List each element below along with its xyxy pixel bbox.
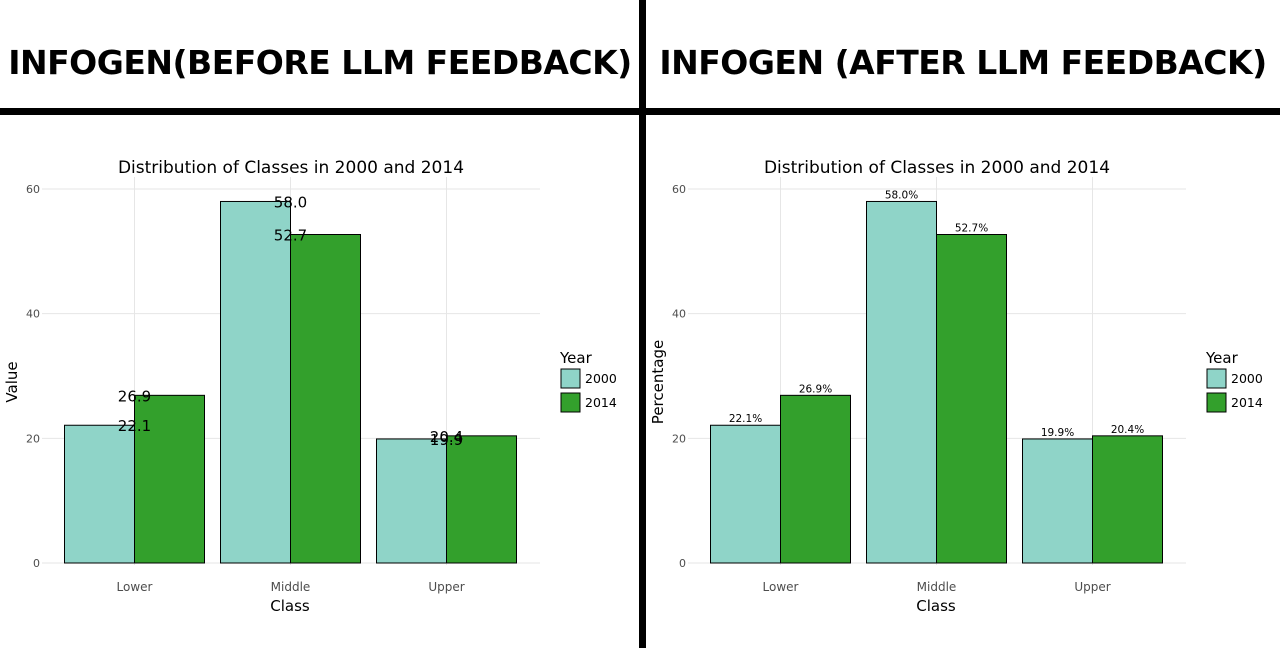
legend-label-2000: 2000 — [585, 371, 617, 386]
data-label: 20.4 — [430, 428, 463, 446]
horizontal-divider — [0, 108, 1280, 115]
y-tick-label: 40 — [672, 308, 686, 321]
x-tick-label: Upper — [1074, 580, 1110, 594]
x-tick-label: Upper — [428, 580, 464, 594]
data-label: 22.1 — [118, 417, 151, 435]
data-label: 26.9% — [799, 383, 832, 395]
vertical-divider — [639, 0, 646, 648]
bar-2000-upper — [1022, 438, 1093, 564]
y-axis-label: Percentage — [649, 340, 667, 424]
bar-2000-middle — [866, 200, 937, 564]
bar-2000-upper — [376, 438, 447, 564]
data-label: 26.9 — [118, 387, 151, 405]
bar-2000-lower — [64, 424, 135, 564]
legend-label-2000: 2000 — [1231, 371, 1263, 386]
data-label: 20.4% — [1111, 424, 1144, 436]
bar-2014-middle — [290, 234, 361, 564]
x-axis-label: Class — [916, 597, 956, 615]
x-tick-label: Lower — [117, 580, 153, 594]
legend-label-2014: 2014 — [585, 395, 617, 410]
legend-label-2014: 2014 — [1231, 395, 1263, 410]
x-tick-label: Middle — [271, 580, 311, 594]
panel-title-after: INFOGEN (AFTER LLM FEEDBACK) — [659, 43, 1267, 82]
legend-swatch-2000 — [560, 368, 581, 389]
legend-swatch-2014 — [1206, 392, 1227, 413]
data-label: 19.9% — [1041, 427, 1074, 439]
bar-2000-middle — [220, 200, 291, 564]
legend-title: Year — [1205, 349, 1239, 367]
x-tick-label: Middle — [917, 580, 957, 594]
y-tick-label: 20 — [672, 432, 686, 445]
y-tick-label: 20 — [26, 432, 40, 445]
x-axis-label: Class — [270, 597, 310, 615]
chart-after: 0 20 40 60 22.1% 58.0% 19.9% 26.9% 52.7% 20.4% Low… — [649, 158, 1263, 615]
x-tick-label: Lower — [763, 580, 799, 594]
data-label: 52.7% — [955, 223, 988, 235]
bar-2014-lower — [780, 394, 851, 564]
y-axis-label: Value — [3, 361, 21, 402]
data-label: 19.9 — [430, 431, 463, 449]
bar-2000-lower — [710, 424, 781, 564]
bar-2014-lower — [134, 394, 205, 564]
chart-title: Distribution of Classes in 2000 and 2014 — [764, 158, 1110, 178]
data-label: 22.1% — [729, 413, 762, 425]
y-tick-label: 0 — [679, 557, 686, 570]
y-tick-label: 60 — [672, 183, 686, 196]
data-label: 58.0% — [885, 189, 918, 201]
data-label: 58.0 — [274, 193, 307, 211]
legend-swatch-2000 — [1206, 368, 1227, 389]
y-tick-label: 60 — [26, 183, 40, 196]
bar-2014-upper — [1092, 435, 1163, 564]
chart-before: 0 20 40 60 22.1 58.0 19.9 26.9 52.7 20.4 Lower Midd… — [3, 158, 617, 615]
legend-swatch-2014 — [560, 392, 581, 413]
data-label: 52.7 — [274, 227, 307, 245]
chart-title: Distribution of Classes in 2000 and 2014 — [118, 158, 464, 178]
bar-2014-middle — [936, 234, 1007, 564]
panel-title-before: INFOGEN(BEFORE LLM FEEDBACK) — [8, 43, 632, 82]
y-tick-label: 40 — [26, 308, 40, 321]
bar-2014-upper — [446, 435, 517, 564]
legend-title: Year — [559, 349, 593, 367]
y-tick-label: 0 — [33, 557, 40, 570]
